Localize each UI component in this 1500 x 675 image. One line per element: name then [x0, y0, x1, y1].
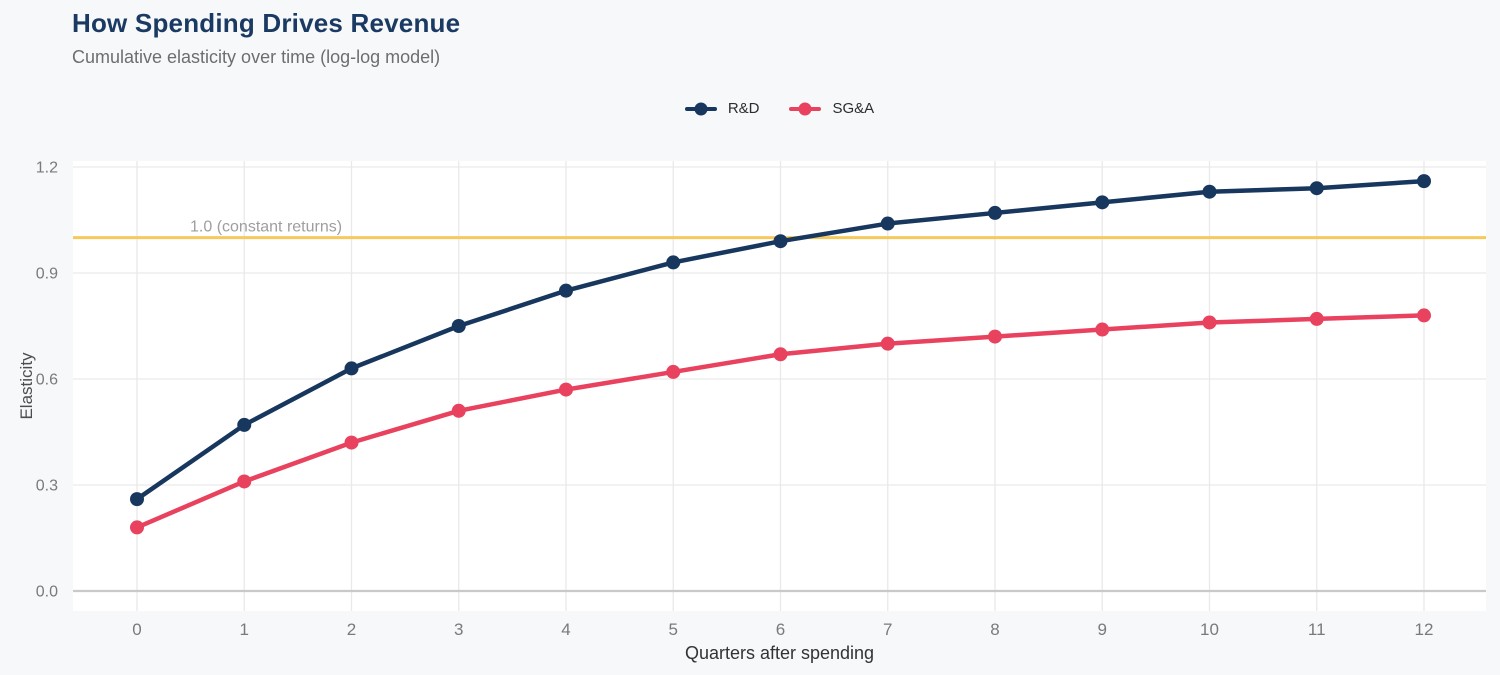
data-point-rd-q9	[1095, 195, 1110, 210]
data-point-sga-q4	[559, 382, 573, 397]
chart-title: How Spending Drives Revenue	[72, 8, 461, 38]
data-point-rd-q10	[1202, 184, 1217, 199]
data-point-sga-q12	[1417, 308, 1431, 323]
data-point-rd-q5	[666, 255, 681, 270]
x-tick-label: 6	[776, 620, 785, 639]
data-point-sga-q5	[666, 364, 681, 379]
x-tick-label: 0	[132, 620, 141, 639]
data-point-sga-q7	[880, 336, 895, 351]
data-point-rd-q4	[559, 283, 573, 298]
legend-item-rd[interactable]: R&D	[679, 98, 766, 119]
x-tick-label: 5	[669, 620, 678, 639]
data-point-rd-q0	[130, 492, 144, 507]
data-point-rd-q12	[1417, 174, 1431, 189]
data-point-rd-q11	[1309, 181, 1324, 196]
legend-item-sga[interactable]: SG&A	[783, 98, 880, 119]
legend-label-rd: R&D	[727, 100, 760, 117]
data-point-sga-q9	[1095, 322, 1110, 337]
chart-subtitle: Cumulative elasticity over time (log-log…	[72, 47, 441, 67]
legend-marker-icon-rd	[684, 102, 717, 115]
data-point-sga-q3	[451, 403, 466, 418]
legend-dot-icon-rd	[694, 102, 708, 115]
data-point-rd-q2	[344, 361, 359, 376]
legend-marker-icon-sga	[789, 102, 822, 115]
y-tick-label: 0.9	[36, 266, 58, 283]
data-point-rd-q3	[451, 319, 466, 333]
y-tick-label: 0.0	[36, 584, 58, 601]
data-point-rd-q8	[988, 205, 1002, 220]
data-point-rd-q7	[880, 216, 895, 231]
data-point-rd-q6	[773, 234, 788, 249]
legend: R&D SG&A	[73, 98, 1486, 119]
x-tick-label: 1	[240, 620, 249, 639]
x-tick-label: 8	[990, 620, 999, 639]
data-point-sga-q2	[344, 435, 359, 450]
data-point-sga-q10	[1202, 315, 1217, 330]
reference-line-label: 1.0 (constant returns)	[190, 219, 342, 236]
data-point-rd-q1	[237, 417, 252, 432]
data-point-sga-q1	[237, 474, 252, 489]
data-point-sga-q0	[130, 520, 144, 535]
x-tick-label: 7	[883, 620, 892, 639]
x-tick-label: 11	[1308, 620, 1326, 639]
y-axis-title: Elasticity	[17, 352, 36, 420]
y-tick-label: 0.6	[36, 372, 58, 389]
x-tick-label: 9	[1098, 620, 1107, 639]
x-tick-label: 3	[454, 620, 463, 639]
x-tick-label: 4	[561, 620, 570, 639]
data-point-sga-q8	[988, 329, 1002, 344]
data-point-sga-q6	[773, 347, 788, 362]
legend-dot-icon-sga	[798, 102, 812, 115]
y-tick-label: 1.2	[36, 160, 58, 177]
x-tick-label: 2	[347, 620, 356, 639]
x-tick-label: 10	[1200, 620, 1219, 639]
x-axis-title: Quarters after spending	[685, 643, 874, 663]
legend-label-sga: SG&A	[832, 100, 875, 117]
x-tick-label: 12	[1415, 620, 1434, 639]
data-point-sga-q11	[1309, 311, 1324, 326]
y-tick-label: 0.3	[36, 478, 58, 495]
